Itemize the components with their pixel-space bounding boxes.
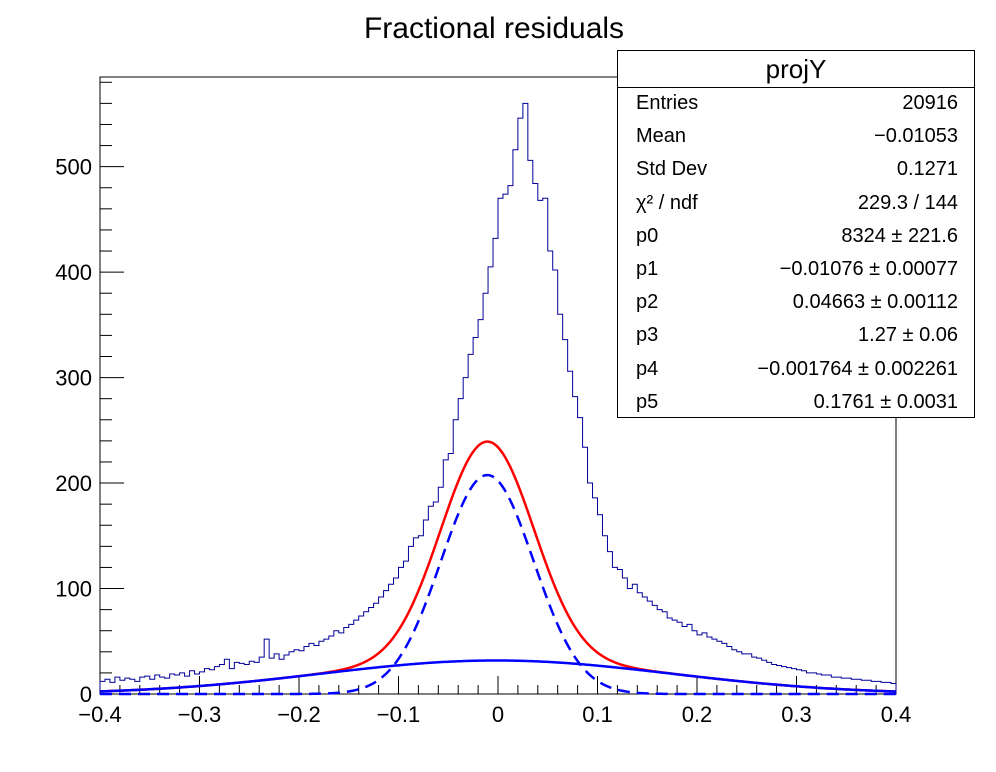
stats-row: p3 1.27 ± 0.06 xyxy=(618,319,974,352)
x-tick-label: −0.3 xyxy=(178,702,221,727)
stats-key: Std Dev xyxy=(636,158,708,181)
stats-box: projY Entries 20916 Mean −0.01053 Std Dev 0.1… xyxy=(617,50,975,418)
stats-key: p5 xyxy=(636,390,659,413)
fit-curve-wide-gaussian xyxy=(99,659,897,693)
stats-row: p0 8324 ± 221.6 xyxy=(618,220,974,253)
stats-row: p2 0.04663 ± 0.00112 xyxy=(618,286,974,319)
stats-key: p1 xyxy=(636,258,659,280)
x-tick-label: 0.3 xyxy=(781,702,812,727)
y-tick-label: 100 xyxy=(55,577,92,602)
stats-value: 229.3 / 144 xyxy=(857,191,958,214)
y-tick-label: 500 xyxy=(55,155,92,180)
axis-ticks xyxy=(99,81,897,695)
stats-key: p0 xyxy=(636,224,659,247)
stats-value: −0.01076 ± 0.00077 xyxy=(779,258,958,280)
x-tick-label: 0 xyxy=(492,702,504,727)
fit-curves xyxy=(99,440,897,696)
x-tick-labels: −0.4 −0.3 −0.2 −0.1 0 0.1 0.2 0.3 0.4 xyxy=(78,702,911,727)
stats-row: χ² / ndf 229.3 / 144 xyxy=(618,187,974,220)
stats-value: 0.04663 ± 0.00112 xyxy=(792,291,958,314)
y-tick-label: 400 xyxy=(55,260,92,285)
stats-key: p3 xyxy=(636,324,659,347)
stats-row: Mean −0.01053 xyxy=(618,120,974,153)
fit-curve-total-fit xyxy=(99,440,897,693)
x-tick-label: −0.2 xyxy=(277,702,320,727)
stats-row: p4 −0.001764 ± 0.002261 xyxy=(618,353,974,386)
x-tick-label: 0.1 xyxy=(582,702,613,727)
y-tick-label: 0 xyxy=(80,682,92,707)
y-tick-label: 200 xyxy=(55,471,92,496)
stats-value: 8324 ± 221.6 xyxy=(841,224,958,247)
stats-value: 20916 xyxy=(902,92,958,114)
stats-key: p2 xyxy=(636,291,659,314)
stats-value: 0.1271 xyxy=(896,158,958,181)
x-tick-label: −0.4 xyxy=(78,702,121,727)
histogram-series xyxy=(99,102,897,694)
stats-key: χ² / ndf xyxy=(636,191,698,214)
y-tick-label: 300 xyxy=(55,366,92,391)
x-tick-label: 0.4 xyxy=(881,702,912,727)
stats-value: 0.1761 ± 0.0031 xyxy=(813,390,958,413)
stats-key: Entries xyxy=(636,92,699,114)
chart-title: Fractional residuals xyxy=(364,12,624,45)
x-tick-label: −0.1 xyxy=(377,702,420,727)
stats-row: p1 −0.01076 ± 0.00077 xyxy=(618,253,974,286)
stats-row: p5 0.1761 ± 0.0031 xyxy=(618,386,974,419)
stats-row: Entries 20916 xyxy=(618,87,974,120)
x-tick-label: 0.2 xyxy=(682,702,713,727)
stats-key: Mean xyxy=(636,125,687,148)
stats-value: −0.01053 xyxy=(874,125,958,148)
y-tick-labels: 0 100 200 300 400 500 xyxy=(55,155,92,707)
stats-key: p4 xyxy=(636,357,659,380)
stats-row: Std Dev 0.1271 xyxy=(618,153,974,186)
stats-value: 1.27 ± 0.06 xyxy=(858,324,958,347)
stats-title: projY xyxy=(618,51,974,88)
stats-value: −0.001764 ± 0.002261 xyxy=(757,357,958,380)
